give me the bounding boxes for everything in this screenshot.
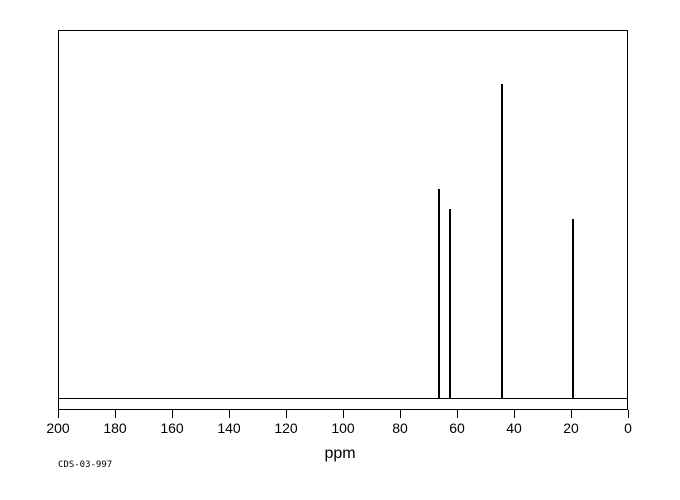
peak-0 [438,189,440,399]
x-label-160: 160 [160,420,183,436]
x-label-200: 200 [46,420,69,436]
x-label-0: 0 [624,420,632,436]
x-label-40: 40 [506,420,522,436]
x-tick-40 [514,410,515,418]
x-label-120: 120 [274,420,297,436]
x-tick-0 [628,410,629,418]
x-label-80: 80 [392,420,408,436]
x-label-140: 140 [217,420,240,436]
x-tick-160 [172,410,173,418]
x-axis-title: ppm [324,445,355,463]
corner-label: CDS-03-997 [58,460,112,470]
peak-1 [449,209,451,399]
x-tick-100 [343,410,344,418]
x-tick-200 [58,410,59,418]
x-tick-80 [400,410,401,418]
x-tick-60 [457,410,458,418]
x-tick-20 [571,410,572,418]
peak-2 [501,84,503,399]
x-tick-180 [115,410,116,418]
peak-3 [572,219,574,399]
x-label-100: 100 [331,420,354,436]
x-tick-120 [286,410,287,418]
x-tick-140 [229,410,230,418]
spectrum-plot-area [58,30,628,410]
x-label-180: 180 [103,420,126,436]
baseline [59,398,627,399]
x-label-20: 20 [563,420,579,436]
x-label-60: 60 [449,420,465,436]
